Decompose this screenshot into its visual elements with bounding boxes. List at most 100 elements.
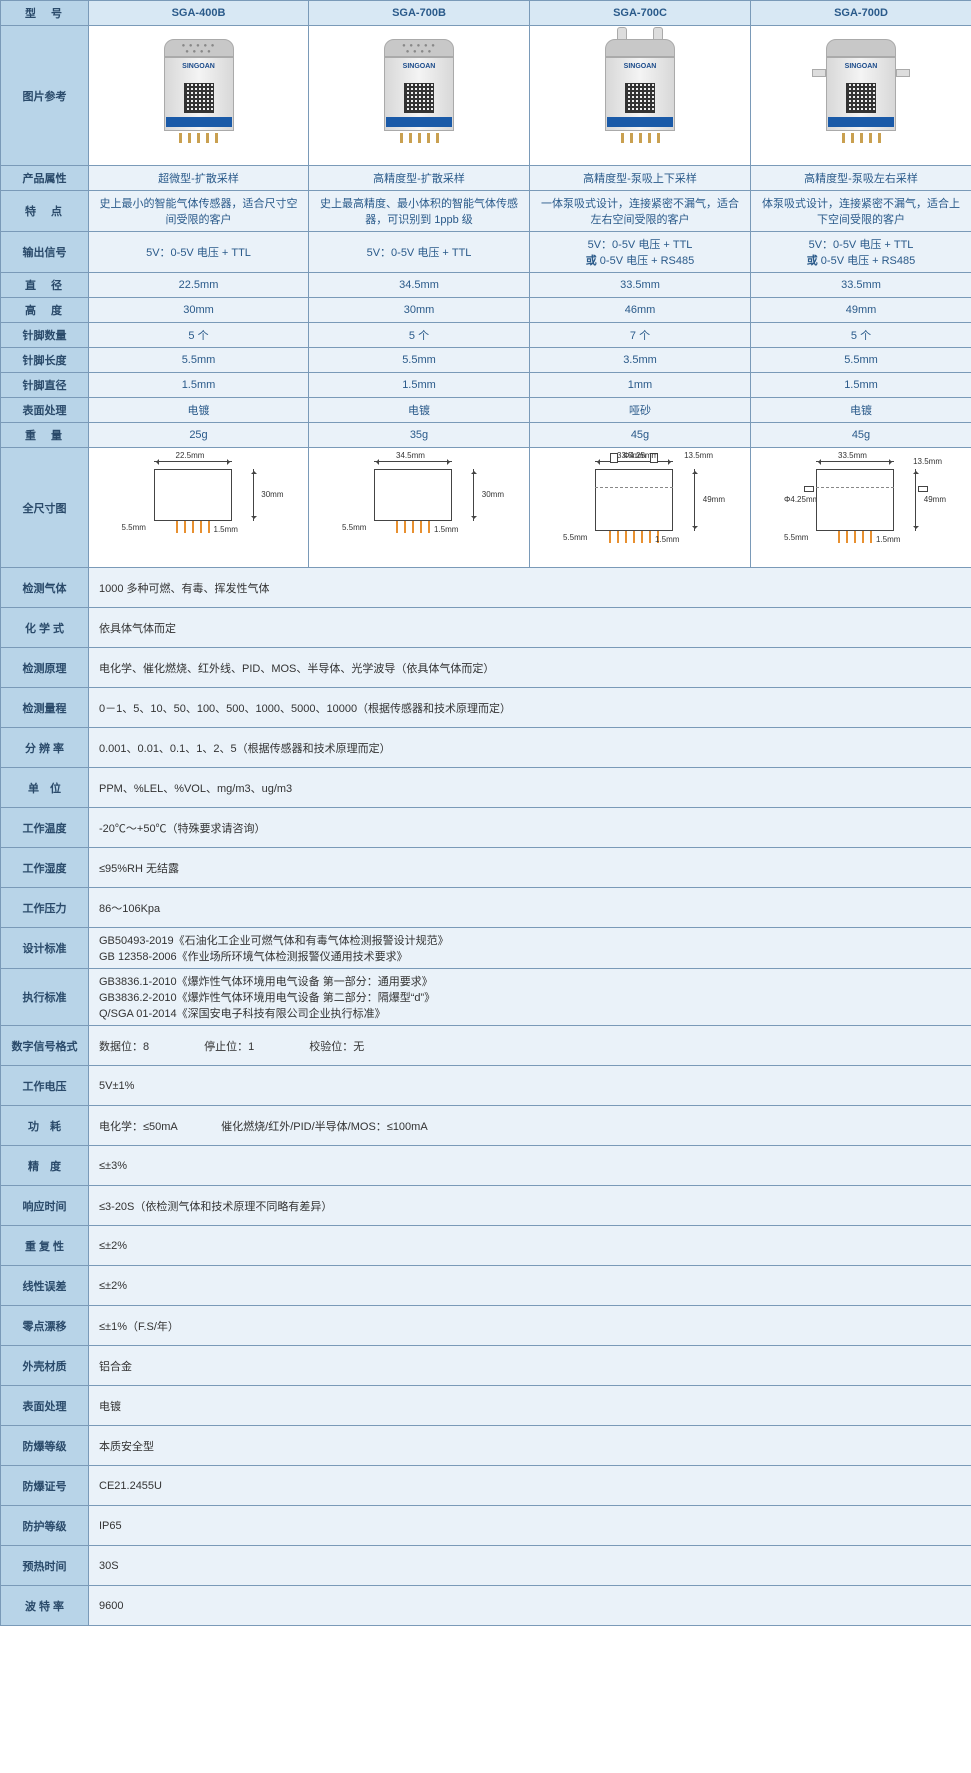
spec-cell: 45g (530, 423, 751, 448)
spec-cell-wide: ≤±2% (89, 1266, 971, 1306)
spec-cell: 5V：0-5V 电压 + TTL (309, 232, 530, 273)
product-image-3: SINGOAN (595, 39, 685, 149)
row-label: 重 复 性 (1, 1226, 89, 1266)
spec-cell: 5V：0-5V 电压 + TTL (89, 232, 309, 273)
image-cell: ● ● ● ● ●● ● ● ● SINGOAN (89, 26, 309, 166)
spec-cell: 高精度型-扩散采样 (309, 166, 530, 191)
spec-cell-wide: 30S (89, 1546, 971, 1586)
spec-cell: 史上最高精度、最小体积的智能气体传感器，可识别到 1ppb 级 (309, 191, 530, 232)
spec-cell-wide: ≤3-20S（依检测气体和技术原理不同略有差异） (89, 1186, 971, 1226)
product-image-4: SINGOAN (816, 39, 906, 149)
spec-cell-wide: 本质安全型 (89, 1426, 971, 1466)
spec-cell-wide: PPM、%LEL、%VOL、mg/m3、ug/m3 (89, 768, 971, 808)
spec-cell: 5.5mm (309, 348, 530, 373)
row-label: 检测气体 (1, 568, 89, 608)
spec-cell: 5V：0-5V 电压 + TTL或 0-5V 电压 + RS485 (530, 232, 751, 273)
row-label: 针脚长度 (1, 348, 89, 373)
spec-cell-wide: CE21.2455U (89, 1466, 971, 1506)
spec-cell: 5 个 (89, 323, 309, 348)
spec-cell: 33.5mm (751, 273, 971, 298)
row-label: 特 点 (1, 191, 89, 232)
row-label: 工作压力 (1, 888, 89, 928)
model-m2: SGA-700B (309, 1, 530, 26)
spec-cell-wide: ≤±1%（F.S/年） (89, 1306, 971, 1346)
spec-cell-wide: 86～106Kpa (89, 888, 971, 928)
spec-cell-wide: 0.001、0.01、0.1、1、2、5（根据传感器和技术原理而定） (89, 728, 971, 768)
spec-cell: 史上最小的智能气体传感器，适合尺寸空间受限的客户 (89, 191, 309, 232)
row-label: 分 辨 率 (1, 728, 89, 768)
row-label: 响应时间 (1, 1186, 89, 1226)
spec-cell: 45g (751, 423, 971, 448)
spec-cell-wide: 5V±1% (89, 1066, 971, 1106)
spec-cell-wide: IP65 (89, 1506, 971, 1546)
spec-cell-wide: GB3836.1-2010《爆炸性气体环境用电气设备 第一部分：通用要求》GB3… (89, 969, 971, 1026)
row-label: 单 位 (1, 768, 89, 808)
spec-cell: 46mm (530, 298, 751, 323)
spec-cell: 体泵吸式设计，连接紧密不漏气，适合上下空间受限的客户 (751, 191, 971, 232)
spec-cell: 5.5mm (89, 348, 309, 373)
row-label: 波 特 率 (1, 1586, 89, 1626)
row-label: 数字信号格式 (1, 1026, 89, 1066)
spec-cell-wide: GB50493-2019《石油化工企业可燃气体和有毒气体检测报警设计规范》GB … (89, 928, 971, 969)
header-model-label: 型 号 (1, 1, 89, 26)
spec-cell-wide: 数据位：8 停止位：1 校验位：无 (89, 1026, 971, 1066)
spec-cell: 5.5mm (751, 348, 971, 373)
product-image-2: ● ● ● ● ●● ● ● ● SINGOAN (374, 39, 464, 149)
row-label: 直 径 (1, 273, 89, 298)
row-label: 检测量程 (1, 688, 89, 728)
spec-cell-wide: 铝合金 (89, 1346, 971, 1386)
image-cell: SINGOAN (530, 26, 751, 166)
spec-cell: 49mm (751, 298, 971, 323)
row-label: 全尺寸图 (1, 448, 89, 568)
spec-cell-wide: 1000 多种可燃、有毒、挥发性气体 (89, 568, 971, 608)
row-label: 零点漂移 (1, 1306, 89, 1346)
spec-cell: 1.5mm (751, 373, 971, 398)
spec-cell: 7 个 (530, 323, 751, 348)
row-label: 线性误差 (1, 1266, 89, 1306)
dimension-drawing-m4: 33.5mm Φ4.25mm 13.5mm 49mm 5.5mm 1.5mm (776, 451, 946, 561)
row-label: 图片参考 (1, 26, 89, 166)
row-label: 功 耗 (1, 1106, 89, 1146)
spec-cell-wide: 9600 (89, 1586, 971, 1626)
spec-cell: 电镀 (751, 398, 971, 423)
spec-cell: 33.5mm (530, 273, 751, 298)
row-label: 重 量 (1, 423, 89, 448)
spec-cell-wide: ≤95%RH 无结露 (89, 848, 971, 888)
spec-cell: 1.5mm (89, 373, 309, 398)
spec-cell: 30mm (89, 298, 309, 323)
row-label: 防爆证号 (1, 1466, 89, 1506)
row-label: 表面处理 (1, 398, 89, 423)
model-m4: SGA-700D (751, 1, 971, 26)
spec-cell-wide: 电化学、催化燃烧、红外线、PID、MOS、半导体、光学波导（依具体气体而定） (89, 648, 971, 688)
model-m3: SGA-700C (530, 1, 751, 26)
row-label: 产品属性 (1, 166, 89, 191)
spec-cell-wide: ≤±3% (89, 1146, 971, 1186)
row-label: 执行标准 (1, 969, 89, 1026)
spec-cell: 30mm (309, 298, 530, 323)
row-label: 防爆等级 (1, 1426, 89, 1466)
dimension-drawing-m1: 22.5mm 30mm 5.5mm 1.5mm (114, 451, 284, 561)
spec-cell: 5 个 (309, 323, 530, 348)
spec-cell-wide: ≤±2% (89, 1226, 971, 1266)
spec-cell-wide: 0－1、5、10、50、100、500、1000、5000、10000（根据传感… (89, 688, 971, 728)
spec-cell: 3.5mm (530, 348, 751, 373)
dimension-cell: 33.5mm Φ4.25mm 13.5mm 49mm 5.5mm 1.5mm (751, 448, 971, 568)
spec-cell: 电镀 (309, 398, 530, 423)
dimension-cell: 22.5mm 30mm 5.5mm 1.5mm (89, 448, 309, 568)
spec-cell-wide: 依具体气体而定 (89, 608, 971, 648)
row-label: 工作电压 (1, 1066, 89, 1106)
spec-cell-wide: -20℃～+50℃（特殊要求请咨询） (89, 808, 971, 848)
spec-cell-wide: 电化学：≤50mA 催化燃烧/红外/PID/半导体/MOS：≤100mA (89, 1106, 971, 1146)
spec-cell: 34.5mm (309, 273, 530, 298)
row-label: 设计标准 (1, 928, 89, 969)
row-label: 检测原理 (1, 648, 89, 688)
dimension-cell: 33.5mm Φ4.25mm 13.5mm 49mm 5.5mm 1.5mm (530, 448, 751, 568)
row-label: 防护等级 (1, 1506, 89, 1546)
row-label: 表面处理 (1, 1386, 89, 1426)
spec-cell: 电镀 (89, 398, 309, 423)
spec-cell: 35g (309, 423, 530, 448)
spec-cell: 25g (89, 423, 309, 448)
spec-cell-wide: 电镀 (89, 1386, 971, 1426)
row-label: 针脚数量 (1, 323, 89, 348)
spec-cell: 高精度型-泵吸上下采样 (530, 166, 751, 191)
